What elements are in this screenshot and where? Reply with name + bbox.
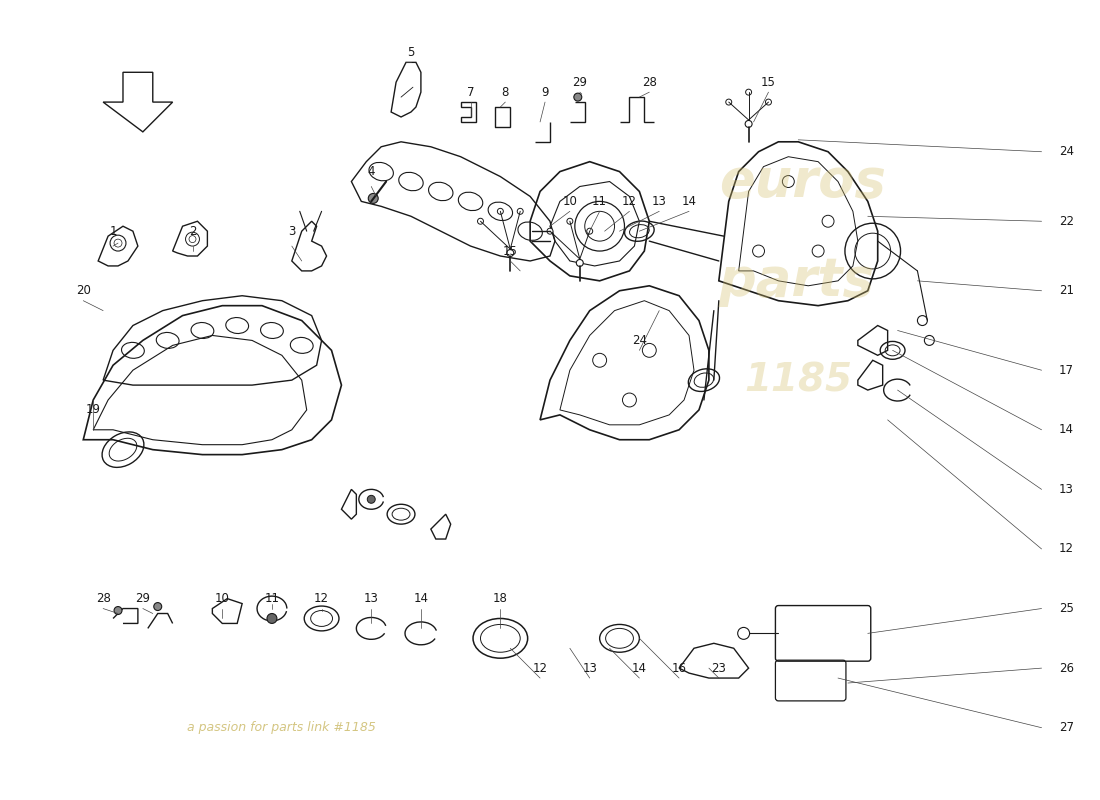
Circle shape <box>547 228 553 234</box>
Text: 13: 13 <box>364 592 378 605</box>
Text: 11: 11 <box>264 592 279 605</box>
Text: 20: 20 <box>76 284 90 298</box>
Circle shape <box>367 495 375 503</box>
Text: 12: 12 <box>315 592 329 605</box>
Text: 13: 13 <box>1059 483 1074 496</box>
Text: parts: parts <box>718 255 875 307</box>
Text: 13: 13 <box>582 662 597 674</box>
Text: 29: 29 <box>572 76 587 89</box>
Circle shape <box>267 614 277 623</box>
Text: 28: 28 <box>642 76 657 89</box>
Circle shape <box>368 194 378 203</box>
Circle shape <box>586 228 593 234</box>
Circle shape <box>746 89 751 95</box>
Text: 8: 8 <box>502 86 509 98</box>
Text: 14: 14 <box>414 592 428 605</box>
Text: 14: 14 <box>682 195 696 208</box>
Circle shape <box>114 606 122 614</box>
Text: 10: 10 <box>214 592 230 605</box>
Text: 14: 14 <box>1059 423 1074 436</box>
Text: 18: 18 <box>493 592 508 605</box>
Text: 7: 7 <box>466 86 474 98</box>
Text: 5: 5 <box>407 46 415 59</box>
Circle shape <box>745 121 752 127</box>
Text: 21: 21 <box>1059 284 1074 298</box>
Text: 27: 27 <box>1059 722 1074 734</box>
Text: 24: 24 <box>631 334 647 347</box>
Circle shape <box>497 208 504 214</box>
Text: 25: 25 <box>1059 602 1074 615</box>
Circle shape <box>517 208 524 214</box>
Circle shape <box>576 259 583 266</box>
Circle shape <box>507 250 514 257</box>
Text: 24: 24 <box>1059 146 1074 158</box>
Text: 26: 26 <box>1059 662 1074 674</box>
Text: 1: 1 <box>109 225 117 238</box>
Circle shape <box>477 218 484 224</box>
Text: 12: 12 <box>1059 542 1074 555</box>
Text: 12: 12 <box>532 662 548 674</box>
Text: 15: 15 <box>761 76 776 89</box>
Circle shape <box>154 602 162 610</box>
Text: 28: 28 <box>96 592 111 605</box>
Text: 17: 17 <box>1059 364 1074 377</box>
Text: 4: 4 <box>367 165 375 178</box>
Text: 22: 22 <box>1059 214 1074 228</box>
Text: 14: 14 <box>631 662 647 674</box>
Circle shape <box>566 218 573 224</box>
Text: 9: 9 <box>541 86 549 98</box>
Circle shape <box>766 99 771 105</box>
Text: 2: 2 <box>189 225 196 238</box>
Text: 13: 13 <box>652 195 667 208</box>
Text: a passion for parts link #1185: a passion for parts link #1185 <box>187 722 376 734</box>
Text: euros: euros <box>718 155 886 207</box>
Text: 23: 23 <box>712 662 726 674</box>
Text: 10: 10 <box>562 195 578 208</box>
Text: 29: 29 <box>135 592 151 605</box>
Circle shape <box>726 99 732 105</box>
Text: 11: 11 <box>592 195 607 208</box>
Text: 12: 12 <box>621 195 637 208</box>
Text: 19: 19 <box>86 403 101 417</box>
Text: 3: 3 <box>288 225 296 238</box>
Text: 1185: 1185 <box>745 361 852 399</box>
Circle shape <box>574 93 582 101</box>
Text: 16: 16 <box>672 662 686 674</box>
Text: 15: 15 <box>503 245 518 258</box>
